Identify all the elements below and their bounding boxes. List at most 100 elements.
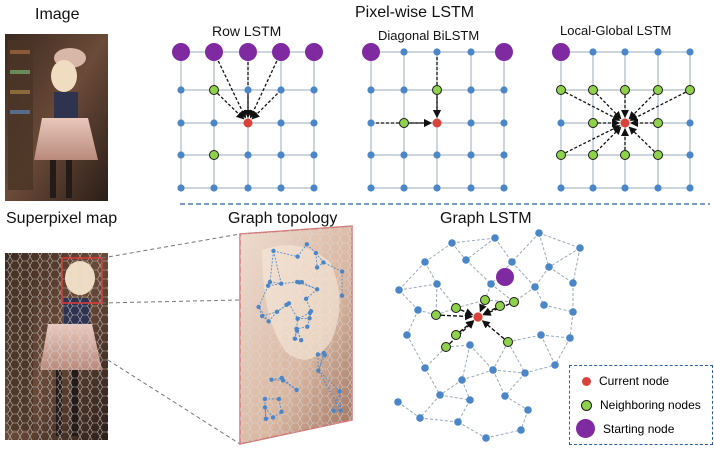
topology-node: [295, 317, 299, 321]
topology-node: [307, 316, 311, 320]
topology-node: [315, 265, 319, 269]
grid-node: [654, 184, 661, 191]
graph-edge: [470, 345, 493, 370]
grid-node: [277, 151, 284, 158]
graph-edge: [440, 395, 470, 400]
neighbor-node: [686, 86, 695, 95]
graph-edge: [486, 430, 521, 438]
graph-node: [521, 369, 529, 377]
grid-node: [621, 48, 628, 55]
grid-node: [500, 119, 507, 126]
graph-edge: [539, 233, 580, 248]
graph-edge: [399, 290, 418, 310]
legend-start: Starting node: [576, 419, 674, 438]
graph-dependency-arrow: [461, 310, 473, 315]
graph-edge: [452, 238, 495, 243]
graph-node: [466, 396, 474, 404]
grid-node: [433, 48, 440, 55]
diagonal-title: Diagonal BiLSTM: [378, 28, 479, 43]
graph-node: [537, 331, 545, 339]
graph-edge: [544, 305, 573, 312]
grid-node: [500, 184, 507, 191]
input-image: [5, 34, 108, 201]
topology-node: [309, 309, 313, 313]
graph-dependency-arrow: [483, 321, 505, 339]
row-lstm-title: Row LSTM: [212, 23, 281, 39]
legend-current-label: Current node: [599, 374, 669, 388]
graph-edge: [570, 312, 573, 338]
grid-node: [467, 48, 474, 55]
topology-node: [275, 310, 279, 314]
graph-neighbor-node: [496, 302, 505, 311]
topology-node: [321, 260, 325, 264]
grid-node: [500, 86, 507, 93]
graph-topology-panel: [240, 226, 352, 444]
graph-node: [416, 414, 424, 422]
graph-node: [545, 263, 553, 271]
grid-node: [244, 86, 251, 93]
grid-node: [367, 119, 374, 126]
localglobal-grid: [552, 43, 695, 192]
projection-lines: [102, 234, 240, 444]
neighbor-node: [589, 151, 598, 160]
grid-node: [244, 151, 251, 158]
graph-edge: [539, 233, 549, 267]
graph-edge: [399, 262, 425, 290]
graph-neighbor-node: [432, 311, 441, 320]
topology-node: [316, 368, 320, 372]
graph-node: [524, 406, 532, 414]
dependency-arrow: [597, 127, 621, 151]
graph-node: [535, 229, 543, 237]
topology-node: [314, 251, 318, 255]
current-node: [621, 119, 630, 128]
grid-node: [589, 48, 596, 55]
graph-edge: [407, 310, 418, 335]
start-node: [272, 43, 290, 61]
graph-edge: [398, 402, 420, 418]
graph-neighbor-node: [510, 298, 519, 307]
legend-current: Current node: [576, 374, 669, 388]
grid-node: [686, 119, 693, 126]
neighbor-node: [400, 119, 409, 128]
topology-node: [299, 338, 303, 342]
graph-node: [531, 283, 539, 291]
graph-edge: [440, 380, 462, 395]
neighbor-node-swatch: [581, 400, 592, 411]
superpixel-title: Superpixel map: [6, 210, 117, 228]
graph-edge: [399, 284, 437, 290]
grid-node: [467, 119, 474, 126]
topology-node: [305, 242, 309, 246]
neighbor-node: [557, 151, 566, 160]
grid-node: [177, 184, 184, 191]
graph-dependency-arrow: [460, 321, 473, 332]
topology-node: [263, 405, 267, 409]
topology-node: [280, 376, 284, 380]
graph-node: [551, 361, 559, 369]
graph-edge: [508, 335, 541, 342]
grid-node: [467, 86, 474, 93]
grid-node: [686, 184, 693, 191]
grid-node: [433, 151, 440, 158]
grid-node: [621, 184, 628, 191]
dependency-arrow: [252, 94, 277, 119]
graph-node: [454, 418, 462, 426]
graph-edge: [512, 262, 535, 287]
topology-node: [315, 287, 319, 291]
start-node-swatch: [576, 419, 595, 438]
dependency-arrow: [629, 94, 654, 119]
topology-node: [256, 305, 260, 309]
topology-node: [297, 280, 301, 284]
graph-node: [403, 331, 411, 339]
graph-node: [394, 398, 402, 406]
topology-node: [322, 351, 326, 355]
grid-node: [686, 151, 693, 158]
grid-node: [400, 86, 407, 93]
legend-neighbor-label: Neighboring nodes: [600, 398, 701, 412]
topology-node: [294, 327, 298, 331]
graph-dependency-arrow: [480, 305, 483, 312]
topology-node: [263, 397, 267, 401]
start-node: [305, 43, 323, 61]
grid-node: [277, 184, 284, 191]
grid-node: [686, 48, 693, 55]
